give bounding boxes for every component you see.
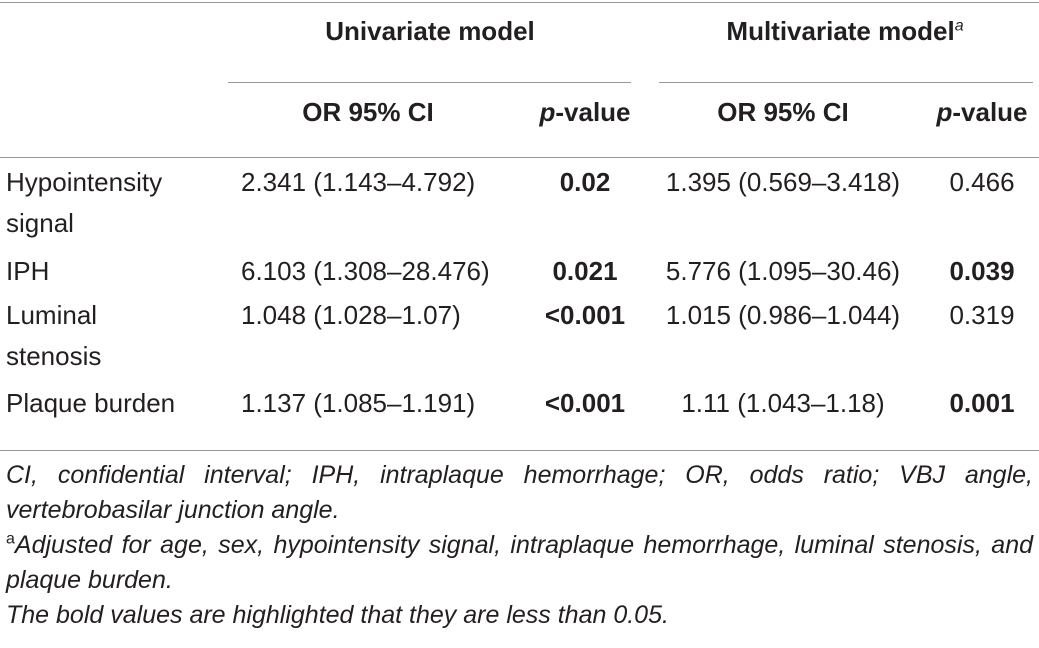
- cell-text: 0.021: [552, 256, 618, 286]
- row-label: Hypointensity signal: [6, 162, 198, 244]
- footnote: aAdjusted for age, sex, hypointensity si…: [6, 528, 1033, 598]
- column-header: p-value: [936, 92, 1027, 133]
- cell-text: 2.341 (1.143–4.792): [241, 167, 476, 197]
- cell-text: 1.11 (1.043–1.18): [681, 388, 885, 418]
- cell-text: <0.001: [544, 388, 626, 418]
- footnote-marker: a: [6, 530, 15, 548]
- cell-value: 0.039: [949, 251, 1014, 292]
- cell-text: 1.395 (0.569–3.418): [665, 167, 901, 197]
- footnote: The bold values are highlighted that the…: [6, 598, 1033, 633]
- cell-value: 0.021: [552, 251, 617, 292]
- cell-value: 1.048 (1.028–1.07): [241, 295, 461, 336]
- group-rule: [228, 82, 631, 83]
- cell-text: 6.103 (1.308–28.476): [241, 256, 490, 286]
- cell-text: Plaque burden: [6, 388, 176, 418]
- row-label: Plaque burden: [6, 383, 198, 424]
- cell-text: 0.319: [949, 300, 1015, 330]
- footnote-text: CI, confidential interval; IPH, intrapla…: [6, 461, 1033, 524]
- cell-text: 0.001: [949, 388, 1015, 418]
- row-label: IPH: [6, 251, 198, 292]
- bottom-rule: [0, 450, 1039, 451]
- column-header-text: OR 95% CI: [717, 97, 849, 127]
- group-header: Multivariate modela: [726, 11, 963, 52]
- cell-value: <0.001: [545, 295, 625, 336]
- cell-text: 0.02: [559, 167, 611, 197]
- cell-text: 1.048 (1.028–1.07): [241, 300, 461, 330]
- cell-value: 1.137 (1.085–1.191): [241, 383, 475, 424]
- column-header: OR 95% CI: [717, 92, 849, 133]
- cell-text: IPH: [6, 256, 50, 286]
- column-header-text: OR 95% CI: [302, 97, 434, 127]
- column-header: OR 95% CI: [302, 92, 434, 133]
- cell-value: 1.015 (0.986–1.044): [666, 295, 900, 336]
- cell-value: 1.11 (1.043–1.18): [681, 383, 884, 424]
- group-header-text: Multivariate model: [726, 16, 955, 46]
- column-header: p-value: [539, 92, 630, 133]
- header-rule: [0, 157, 1039, 158]
- cell-text: 0.466: [949, 167, 1015, 197]
- column-header-text: -value: [555, 97, 631, 127]
- cell-value: 0.319: [949, 295, 1014, 336]
- cell-text: Hypointensity signal: [6, 167, 163, 238]
- footnote-text: Adjusted for age, sex, hypointensity sig…: [6, 531, 1033, 594]
- footnote: CI, confidential interval; IPH, intrapla…: [6, 458, 1033, 528]
- column-header-text: -value: [952, 97, 1028, 127]
- cell-text: Luminal stenosis: [6, 300, 102, 371]
- italic-part: p: [936, 97, 953, 127]
- row-label: Luminal stenosis: [6, 295, 198, 377]
- cell-text: <0.001: [544, 300, 626, 330]
- cell-text: 1.137 (1.085–1.191): [241, 388, 476, 418]
- cell-value: 5.776 (1.095–30.46): [666, 251, 900, 292]
- superscript: a: [954, 17, 964, 35]
- cell-text: 1.015 (0.986–1.044): [665, 300, 901, 330]
- cell-text: 0.039: [949, 256, 1015, 286]
- cell-value: 0.02: [560, 162, 611, 203]
- group-header: Univariate model: [325, 11, 535, 52]
- top-rule: [0, 2, 1039, 3]
- cell-value: 2.341 (1.143–4.792): [241, 162, 475, 203]
- cell-value: <0.001: [545, 383, 625, 424]
- italic-part: p: [539, 97, 556, 127]
- cell-value: 6.103 (1.308–28.476): [241, 251, 490, 292]
- group-rule: [659, 82, 1033, 83]
- footnote-text: The bold values are highlighted that the…: [6, 601, 669, 629]
- group-header-text: Univariate model: [325, 16, 535, 46]
- cell-value: 0.466: [949, 162, 1014, 203]
- cell-value: 1.395 (0.569–3.418): [666, 162, 900, 203]
- cell-value: 0.001: [949, 383, 1014, 424]
- cell-text: 5.776 (1.095–30.46): [665, 256, 901, 286]
